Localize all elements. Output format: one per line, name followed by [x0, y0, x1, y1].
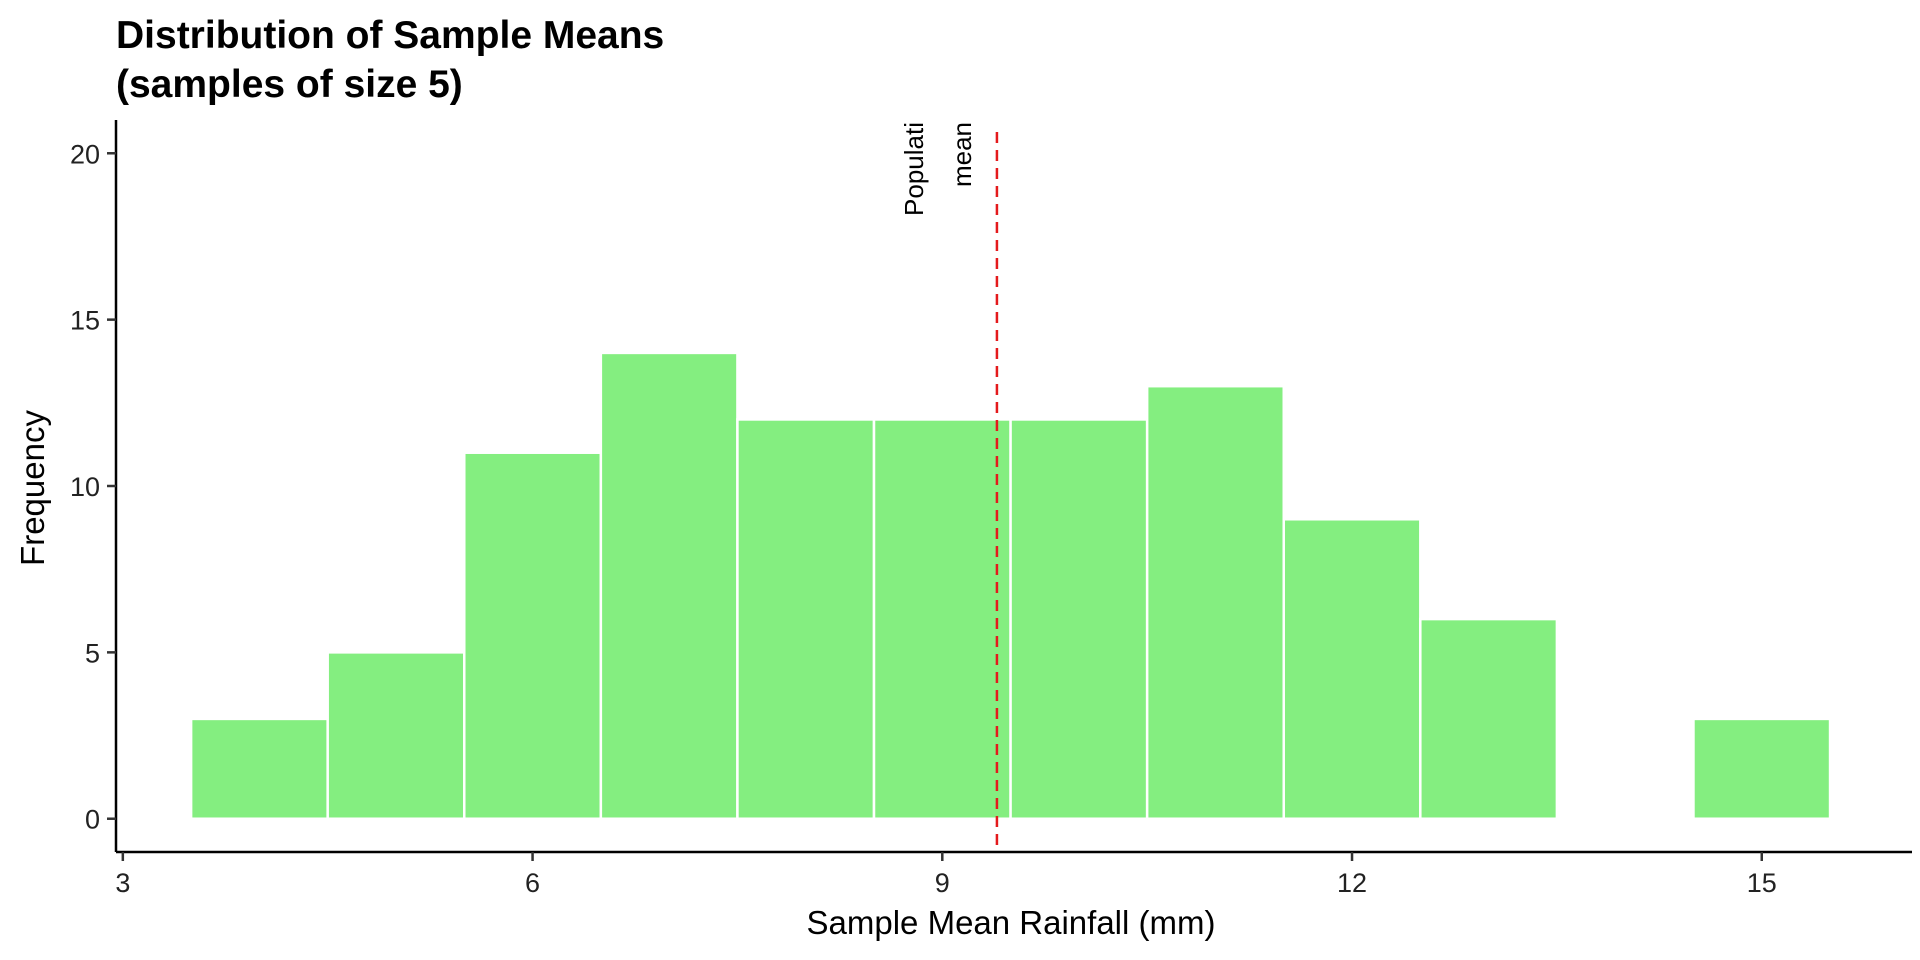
- histogram-bar-1: [326, 651, 466, 820]
- histogram-bar-5: [872, 418, 1012, 820]
- y-tick-label-20: 20: [70, 139, 100, 169]
- population-mean-label-line-1: Populati: [899, 122, 929, 216]
- histogram-bar-7: [1145, 384, 1285, 820]
- histogram-bar-3: [599, 351, 739, 820]
- x-tick-label-12: 12: [1337, 868, 1367, 898]
- x-tick-label-3: 3: [115, 868, 130, 898]
- y-axis-label: Frequency: [14, 410, 51, 566]
- x-axis-label: Sample Mean Rainfall (mm): [807, 904, 1216, 941]
- histogram-bar-9: [1419, 617, 1559, 820]
- histogram-bar-4: [736, 418, 876, 820]
- histogram-bar-11: [1692, 717, 1832, 820]
- y-tick-label-15: 15: [70, 306, 100, 336]
- x-ticks-layer: 3 6 9 12 15: [115, 852, 1777, 898]
- chart-title-line-2: (samples of size 5): [116, 63, 463, 106]
- y-tick-label-0: 0: [85, 805, 100, 835]
- histogram-bar-2: [463, 451, 603, 820]
- x-tick-label-6: 6: [525, 868, 540, 898]
- histogram-bar-0: [189, 717, 329, 820]
- y-ticks-layer: 0 5 10 15 20: [70, 139, 116, 835]
- histogram-bar-6: [1009, 418, 1149, 820]
- x-tick-label-15: 15: [1747, 868, 1777, 898]
- histogram-bar-8: [1282, 518, 1422, 820]
- reference-line-layer: Populati mean: [899, 122, 999, 852]
- x-tick-label-9: 9: [935, 868, 950, 898]
- bars-layer: [189, 351, 1832, 820]
- y-tick-label-5: 5: [85, 638, 100, 668]
- chart-title-line-1: Distribution of Sample Means: [116, 14, 664, 57]
- y-tick-label-10: 10: [70, 472, 100, 502]
- population-mean-label-line-2: mean: [947, 122, 977, 187]
